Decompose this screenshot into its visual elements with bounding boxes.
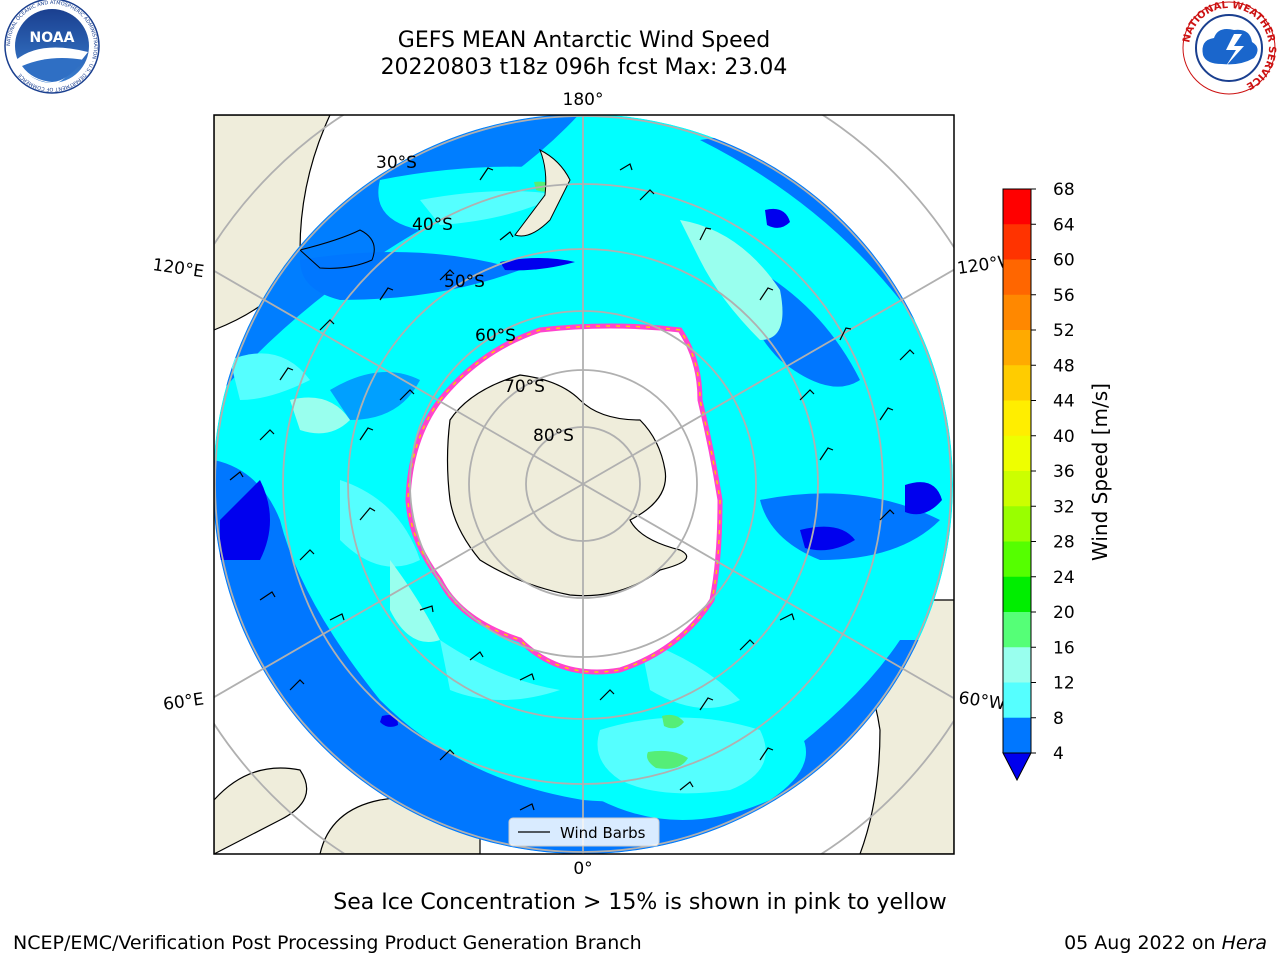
colorbar-segment bbox=[1003, 400, 1031, 437]
colorbar-tick-label: 40 bbox=[1053, 427, 1075, 447]
antarctica bbox=[446, 374, 688, 597]
colorbar-segment bbox=[1003, 541, 1031, 578]
legend-label-wind-barbs: Wind Barbs bbox=[560, 824, 646, 842]
lon-label-60w: 60°W bbox=[957, 688, 1006, 714]
colorbar-tick-label: 36 bbox=[1053, 462, 1075, 482]
colorbar-segment bbox=[1003, 189, 1031, 225]
wind-barbs bbox=[229, 163, 915, 811]
lat-label-80s: 80°S bbox=[533, 426, 574, 446]
lat-label-60s: 60°S bbox=[475, 326, 516, 346]
map-legend: Wind Barbs bbox=[508, 817, 660, 847]
graticule bbox=[214, 115, 954, 854]
noaa-logo-text: NOAA bbox=[30, 30, 75, 46]
colorbar-segment bbox=[1003, 717, 1031, 753]
host-text: Hera bbox=[1221, 932, 1267, 954]
colorbar-tick-label: 20 bbox=[1053, 603, 1075, 623]
lat-label-40s: 40°S bbox=[412, 215, 453, 235]
colorbar-tick-label: 60 bbox=[1053, 251, 1075, 271]
colorbar-segment bbox=[1003, 471, 1031, 507]
colorbar-segment bbox=[1003, 612, 1031, 648]
colorbar-tick-label: 48 bbox=[1053, 356, 1075, 376]
date-stamp: 05 Aug 2022 on Hera bbox=[1064, 932, 1267, 954]
colorbar-segment bbox=[1003, 259, 1031, 296]
colorbar-segment bbox=[1003, 294, 1031, 331]
colorbar-tick-label: 52 bbox=[1053, 321, 1075, 341]
nws-logo: NATIONAL WEATHER SERVICE bbox=[1181, 0, 1277, 95]
colorbar-tick-label: 8 bbox=[1053, 709, 1064, 729]
credit-text: NCEP/EMC/Verification Post Processing Pr… bbox=[13, 932, 642, 954]
figure-subtitle: 20220803 t18z 096h fcst Max: 23.04 bbox=[380, 55, 788, 80]
lat-label-70s: 70°S bbox=[504, 377, 545, 397]
colorbar-tick-label: 68 bbox=[1053, 180, 1075, 200]
lat-label-30s: 30°S bbox=[376, 153, 417, 173]
colorbar-tick-label: 56 bbox=[1053, 286, 1075, 306]
latitude-labels: 30°S 40°S 50°S 60°S 70°S 80°S bbox=[376, 153, 574, 446]
colorbar-segment bbox=[1003, 647, 1031, 683]
colorbar-label: Wind Speed [m/s] bbox=[1088, 383, 1112, 561]
colorbar-segment bbox=[1003, 506, 1031, 542]
lon-label-120e: 120°E bbox=[151, 255, 205, 282]
lon-label-60e: 60°E bbox=[162, 689, 205, 714]
lon-label-0: 0° bbox=[573, 859, 592, 879]
polar-map: Wind Barbs bbox=[214, 115, 954, 854]
colorbar-under-arrow bbox=[1002, 752, 1032, 782]
sea-ice-note: Sea Ice Concentration > 15% is shown in … bbox=[333, 890, 947, 915]
colorbar-tick-label: 4 bbox=[1053, 744, 1064, 764]
noaa-logo: NOAA NATIONAL OCEANIC AND ATMOSPHERIC AD… bbox=[4, 0, 100, 94]
colorbar-tick-label: 12 bbox=[1053, 674, 1075, 694]
colorbar-segment bbox=[1003, 365, 1031, 401]
colorbar-tick-label: 16 bbox=[1053, 638, 1075, 658]
map-frame bbox=[213, 114, 955, 855]
colorbar-segment bbox=[1003, 435, 1031, 472]
colorbar: 68 64 60 56 52 48 44 40 36 32 28 24 20 16 12 8 4 bbox=[1002, 180, 1075, 782]
colorbar-segment bbox=[1003, 330, 1031, 366]
lat-label-50s: 50°S bbox=[444, 272, 485, 292]
lon-label-180: 180° bbox=[563, 90, 604, 110]
colorbar-tick-label: 28 bbox=[1053, 533, 1075, 553]
colorbar-tick-label: 44 bbox=[1053, 392, 1075, 412]
colorbar-tick-label: 64 bbox=[1053, 215, 1075, 235]
colorbar-segment bbox=[1003, 682, 1031, 719]
colorbar-segment bbox=[1003, 576, 1031, 613]
colorbar-tick-label: 24 bbox=[1053, 568, 1075, 588]
colorbar-segment bbox=[1003, 224, 1031, 260]
figure-title: GEFS MEAN Antarctic Wind Speed bbox=[397, 28, 771, 53]
colorbar-tick-label: 32 bbox=[1053, 497, 1075, 517]
date-text: 05 Aug 2022 on bbox=[1064, 932, 1216, 954]
